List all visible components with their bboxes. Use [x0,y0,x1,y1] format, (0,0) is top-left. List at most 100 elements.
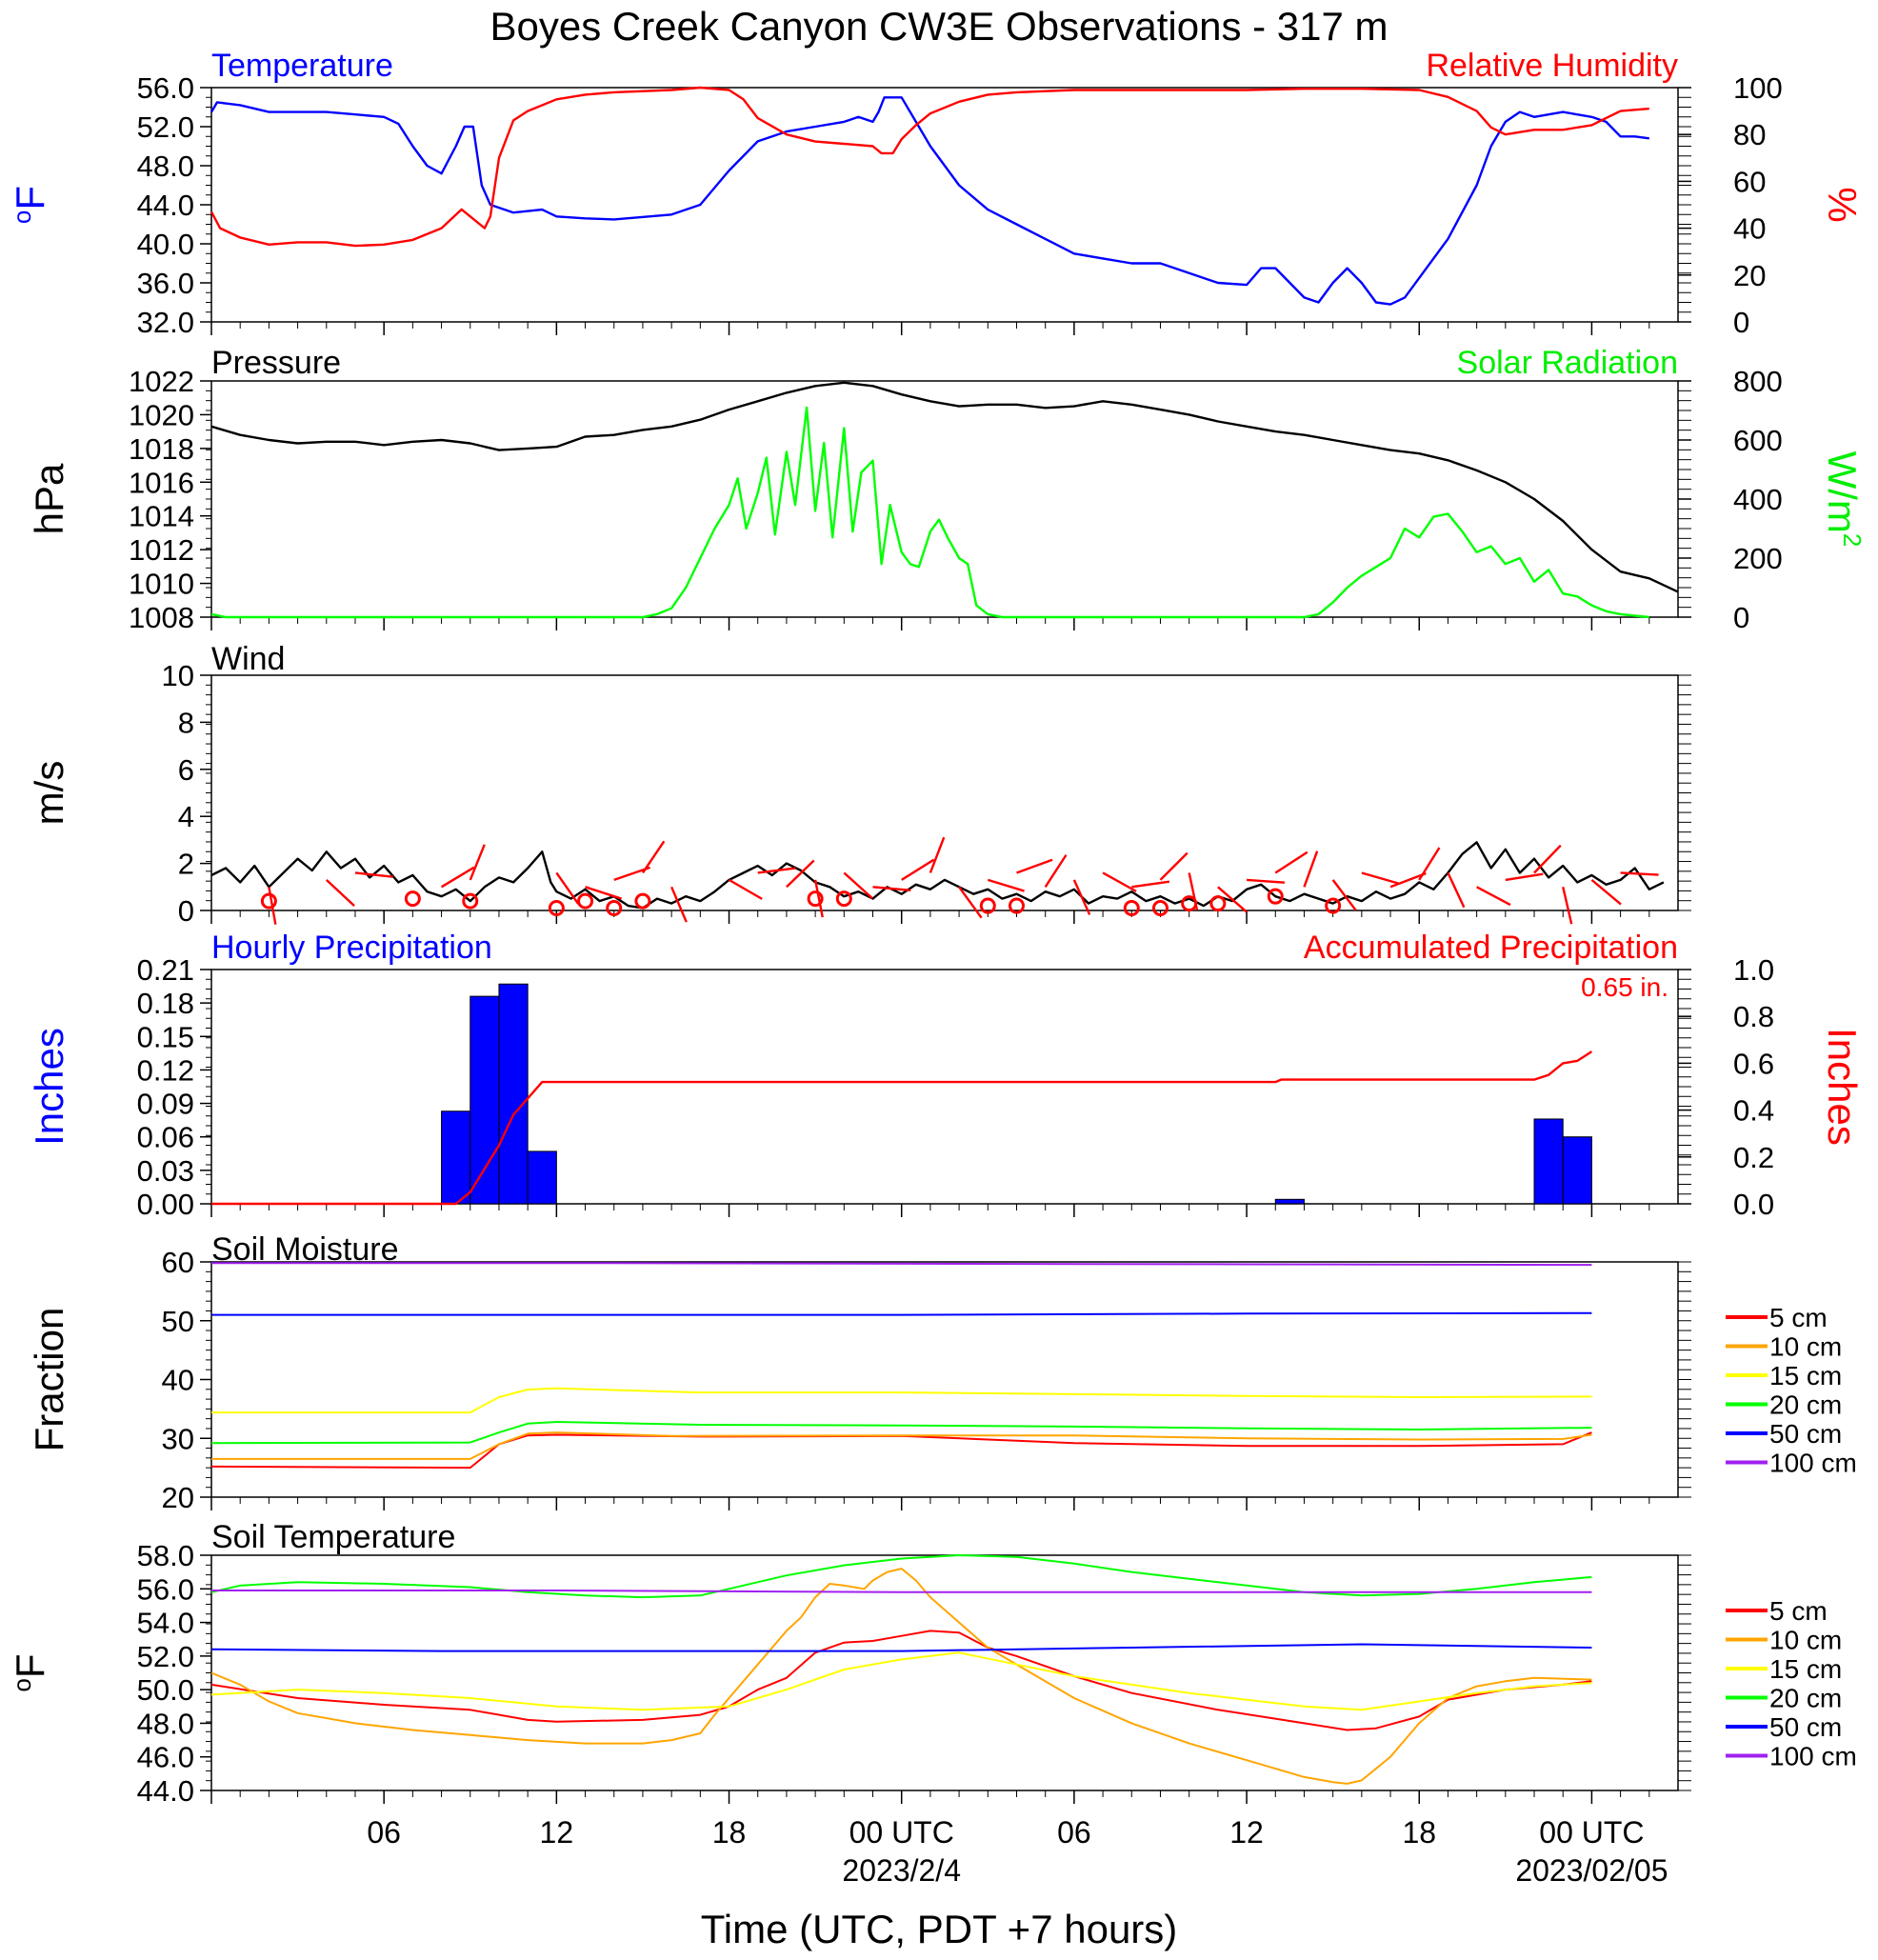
plot-frame [210,674,1679,911]
y-tick-label-right: 400 [1733,483,1783,516]
y-tick-label: 0.18 [137,987,194,1020]
wind-barb [843,871,873,900]
y-tick-label-right: 0 [1733,601,1749,634]
y-tick-label-right: 200 [1733,542,1783,575]
legend-label: 100 cm [1769,1449,1857,1478]
y-tick-label: 0.21 [137,953,194,987]
plot-frame [210,87,1679,323]
wind-barb [958,886,983,919]
y-tick-label-right: 0.4 [1733,1094,1774,1128]
series-line [210,1643,1592,1652]
wind-barb [813,879,824,918]
y-tick-label: 50 [162,1305,194,1338]
y-tick-label: 0.12 [137,1053,194,1087]
wind-barb [1505,872,1544,882]
series-line [210,86,1649,248]
calm-wind-marker [1181,895,1198,912]
wind-barb [929,836,946,873]
series-line [210,1651,1592,1711]
y-tick-label: 48.0 [137,1707,194,1740]
y-tick-label: 0.09 [137,1088,194,1121]
plot-frame [210,380,1679,618]
wind-barb [728,878,763,900]
y-tick-label-right: 0.8 [1733,1000,1774,1033]
precip-bar [498,983,529,1205]
plot-frame [210,1261,1679,1498]
legend-label: 100 cm [1769,1742,1857,1771]
legend-label: 50 cm [1769,1712,1842,1742]
series-line [211,1262,1592,1267]
y-tick-label: 1020 [129,398,194,431]
panel-title-right: Solar Radiation [1457,345,1678,381]
series-line [210,1630,1592,1731]
y-tick-label: 30 [162,1422,194,1455]
y-tick-label-right: 60 [1733,165,1766,198]
wind-barb [757,867,796,874]
legend-label: 10 cm [1769,1626,1842,1655]
wind-barb [1131,880,1170,889]
panel-pressure_solar: Pressure Solar Radiation10081010101210141… [27,345,1867,634]
y-axis-label: oF [8,186,52,224]
y-tick-label: 0.06 [137,1121,194,1154]
legend-label: 5 cm [1769,1596,1828,1626]
wind-barb [1159,851,1189,881]
wind-barb [1303,850,1319,888]
wind-barb [1044,854,1068,888]
legend-label: 20 cm [1769,1390,1842,1420]
y-tick-label-right: 100 [1733,71,1783,105]
series-line [211,1311,1592,1316]
wind-barb [1361,871,1399,885]
series-line [210,96,1649,306]
series-line [211,1387,1592,1414]
wind-barb [585,886,622,900]
calm-wind-marker [835,890,852,908]
calm-wind-marker [548,900,565,917]
y-tick-label-right: 0.6 [1733,1047,1774,1080]
y-tick-label: 54.0 [137,1607,194,1640]
y-tick-label: 1022 [129,365,194,398]
x-tick-label: 18 [1402,1815,1436,1850]
y-axis-label-right: W/m2 [1820,451,1867,548]
panel-title: Soil Temperature [211,1519,455,1555]
x-tick-label: 12 [1229,1815,1264,1850]
precip-bar [1274,1198,1305,1205]
wind-barb [440,866,475,889]
y-tick-label: 0 [178,894,194,928]
wind-barb [1331,879,1357,911]
series-line [210,1431,1592,1470]
calm-wind-marker [404,890,421,908]
y-tick-label: 10 [162,659,194,692]
y-tick-label-right: 80 [1733,118,1766,151]
y-tick-label: 1008 [129,601,194,634]
y-axis-label-right: % [1820,187,1865,222]
y-tick-label-right: 800 [1733,365,1783,398]
wind-barb [1389,871,1427,889]
y-tick-label: 40.0 [137,228,194,261]
wind-barb [354,871,393,878]
legend-label: 20 cm [1769,1684,1842,1713]
panel-title: Soil Moisture [211,1231,399,1268]
y-tick-label: 8 [178,706,194,739]
y-axis-label-right: Inches [1820,1028,1865,1146]
legend-label: 15 cm [1769,1654,1842,1684]
legend-label: 5 cm [1769,1303,1828,1332]
series-line [211,1050,1593,1206]
wind-barb [469,844,486,881]
calm-wind-marker [606,900,623,917]
y-tick-label: 0.15 [137,1020,194,1053]
y-tick-label: 52.0 [137,110,194,144]
y-tick-label-right: 1.0 [1733,953,1774,987]
chart-panels: Temperature Relative Humidity32.036.040.0… [8,48,1867,1808]
y-axis-label: hPa [27,463,71,534]
y-tick-label-right: 0 [1733,306,1749,339]
y-tick-label: 36.0 [137,267,194,300]
panel-title-right: Accumulated Precipitation [1304,930,1678,966]
precip-bar [441,1110,471,1205]
y-tick-label: 1014 [129,500,194,533]
legend-label: 10 cm [1769,1332,1842,1362]
wind-barb [1274,850,1309,874]
panel-precip: Hourly Precipitation Accumulated Precipit… [27,930,1865,1221]
y-tick-label: 1012 [129,533,194,567]
y-tick-label: 44.0 [137,1774,194,1808]
y-tick-label: 0.00 [137,1188,194,1221]
